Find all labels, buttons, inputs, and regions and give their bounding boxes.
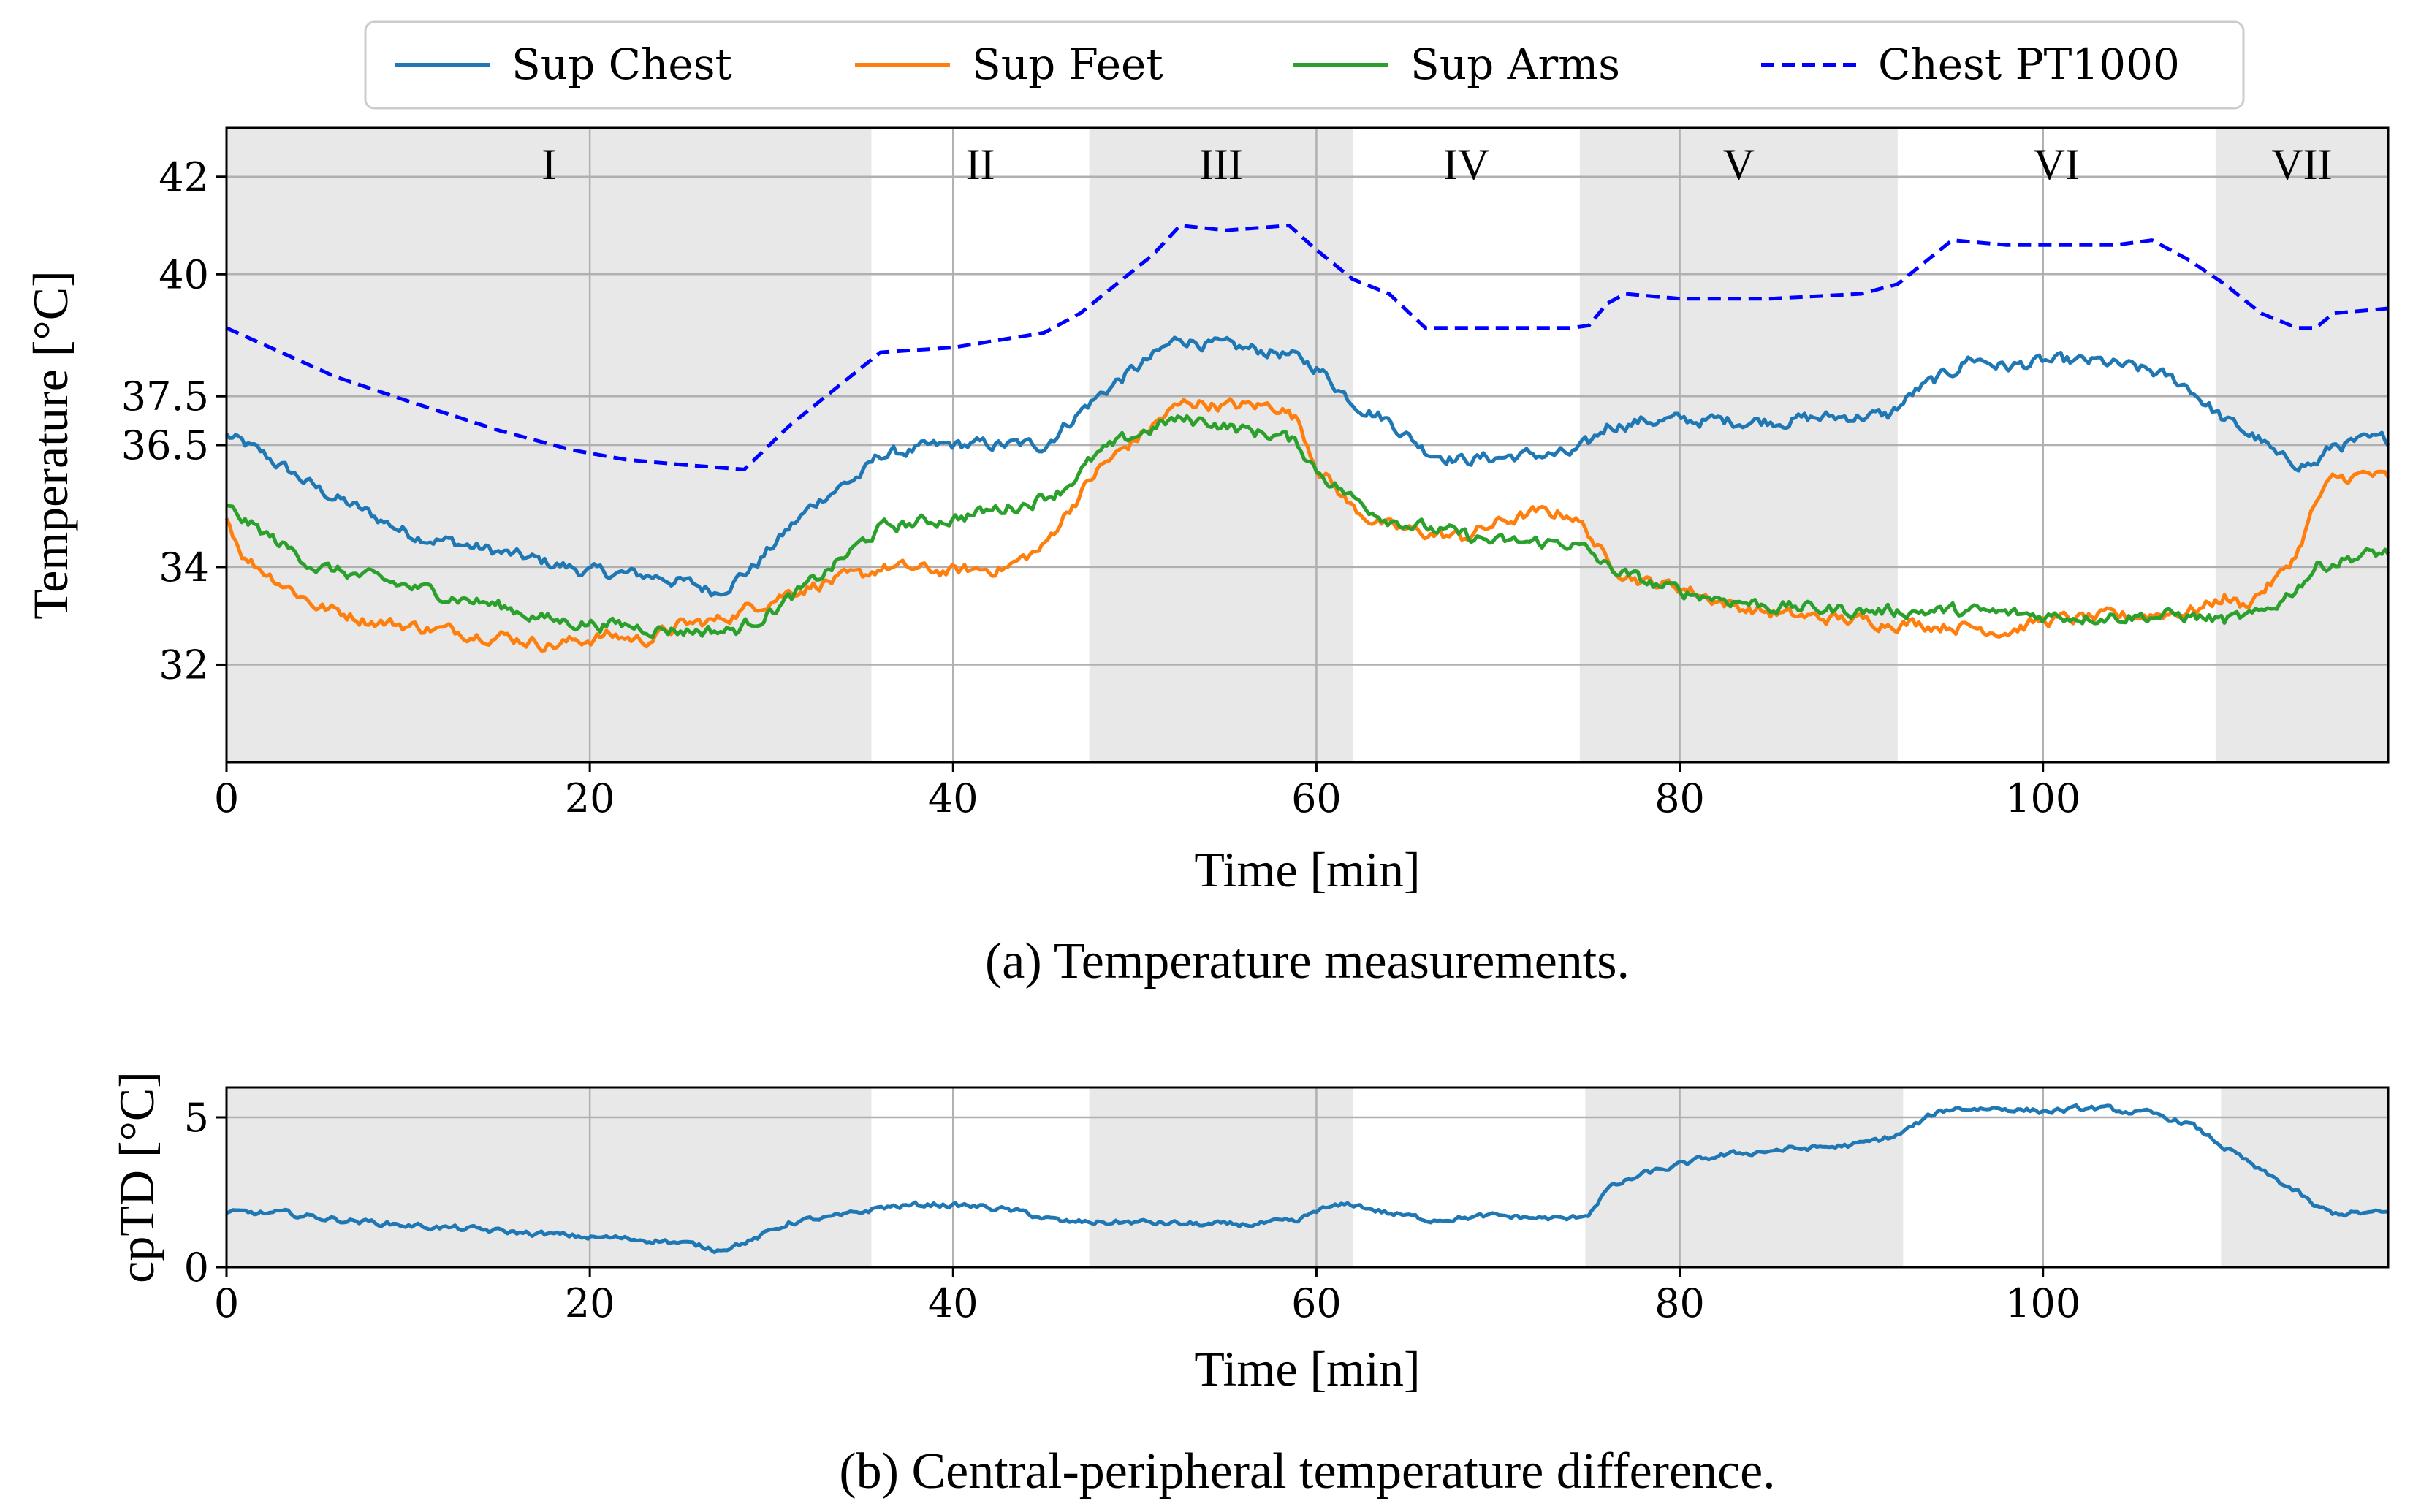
cptd-axes-frame	[225, 1086, 2390, 1269]
y-tick-label: 32	[159, 642, 209, 688]
cptd-phase-shade	[1089, 1087, 1353, 1267]
cptd-xlabel: Time [min]	[1194, 1341, 1420, 1397]
cptd-phase-shade	[2221, 1087, 2388, 1267]
cptd-phase-shade	[227, 1087, 872, 1267]
x-tick-label: 40	[928, 1280, 978, 1326]
cptd-ylabel: cpTD [°C]	[109, 1071, 164, 1283]
y-tick-label: 34	[159, 544, 209, 590]
series-sup-chest	[224, 335, 2390, 598]
phase-label: III	[1199, 140, 1243, 189]
x-tick-label: 0	[214, 1280, 239, 1326]
x-tick-label: 60	[1291, 775, 1342, 821]
phase-label: II	[966, 140, 995, 189]
legend-label: Sup Feet	[972, 39, 1163, 89]
temperature-xlabel: Time [min]	[1194, 842, 1420, 897]
y-tick-label: 5	[184, 1095, 209, 1141]
legend: Sup Chest Sup Feet Sup Arms Chest PT1000	[364, 20, 2245, 110]
series-sup-arms	[226, 414, 2390, 639]
phase-label: VI	[2034, 140, 2080, 189]
cptd-caption: (b) Central-peripheral temperature diffe…	[839, 1443, 1775, 1500]
x-tick-label: 0	[214, 775, 239, 821]
x-tick-label: 100	[2005, 775, 2080, 821]
y-tick-label: 0	[184, 1245, 209, 1291]
temperature-caption: (a) Temperature measurements.	[985, 933, 1630, 989]
phase-label: IV	[1443, 140, 1489, 189]
y-tick-label: 42	[159, 154, 209, 200]
phase-label: VII	[2271, 140, 2332, 189]
x-tick-label: 40	[928, 775, 978, 821]
phase-label: V	[1723, 140, 1755, 189]
x-tick-label: 20	[565, 1280, 615, 1326]
series-sup-chest	[226, 1103, 2389, 1255]
series-sup-feet	[224, 397, 2390, 653]
temperature-ylabel: Temperature [°C]	[23, 270, 78, 619]
series-chest-pt1000	[225, 224, 2389, 471]
cptd-panel: 0 20 40 60 80 100 0 5 Time [min] cpTD [°C] (b)…	[109, 1071, 2390, 1500]
y-tick-label: 40	[159, 251, 209, 297]
x-tick-label: 80	[1654, 775, 1705, 821]
legend-label: Sup Chest	[512, 39, 732, 89]
x-tick-label: 20	[565, 775, 615, 821]
x-tick-label: 60	[1291, 1280, 1342, 1326]
legend-label: Chest PT1000	[1878, 39, 2180, 89]
phase-label: I	[542, 140, 556, 189]
y-tick-label: 37.5	[121, 373, 209, 419]
x-tick-label: 100	[2005, 1280, 2080, 1326]
legend-label: Sup Arms	[1410, 39, 1620, 89]
temperature-panel: I II III IV V VI VII 0 20 40 60 80 100 323436.537.5…	[23, 126, 2390, 989]
y-tick-label: 36.5	[121, 422, 209, 468]
x-tick-label: 80	[1654, 1280, 1705, 1326]
